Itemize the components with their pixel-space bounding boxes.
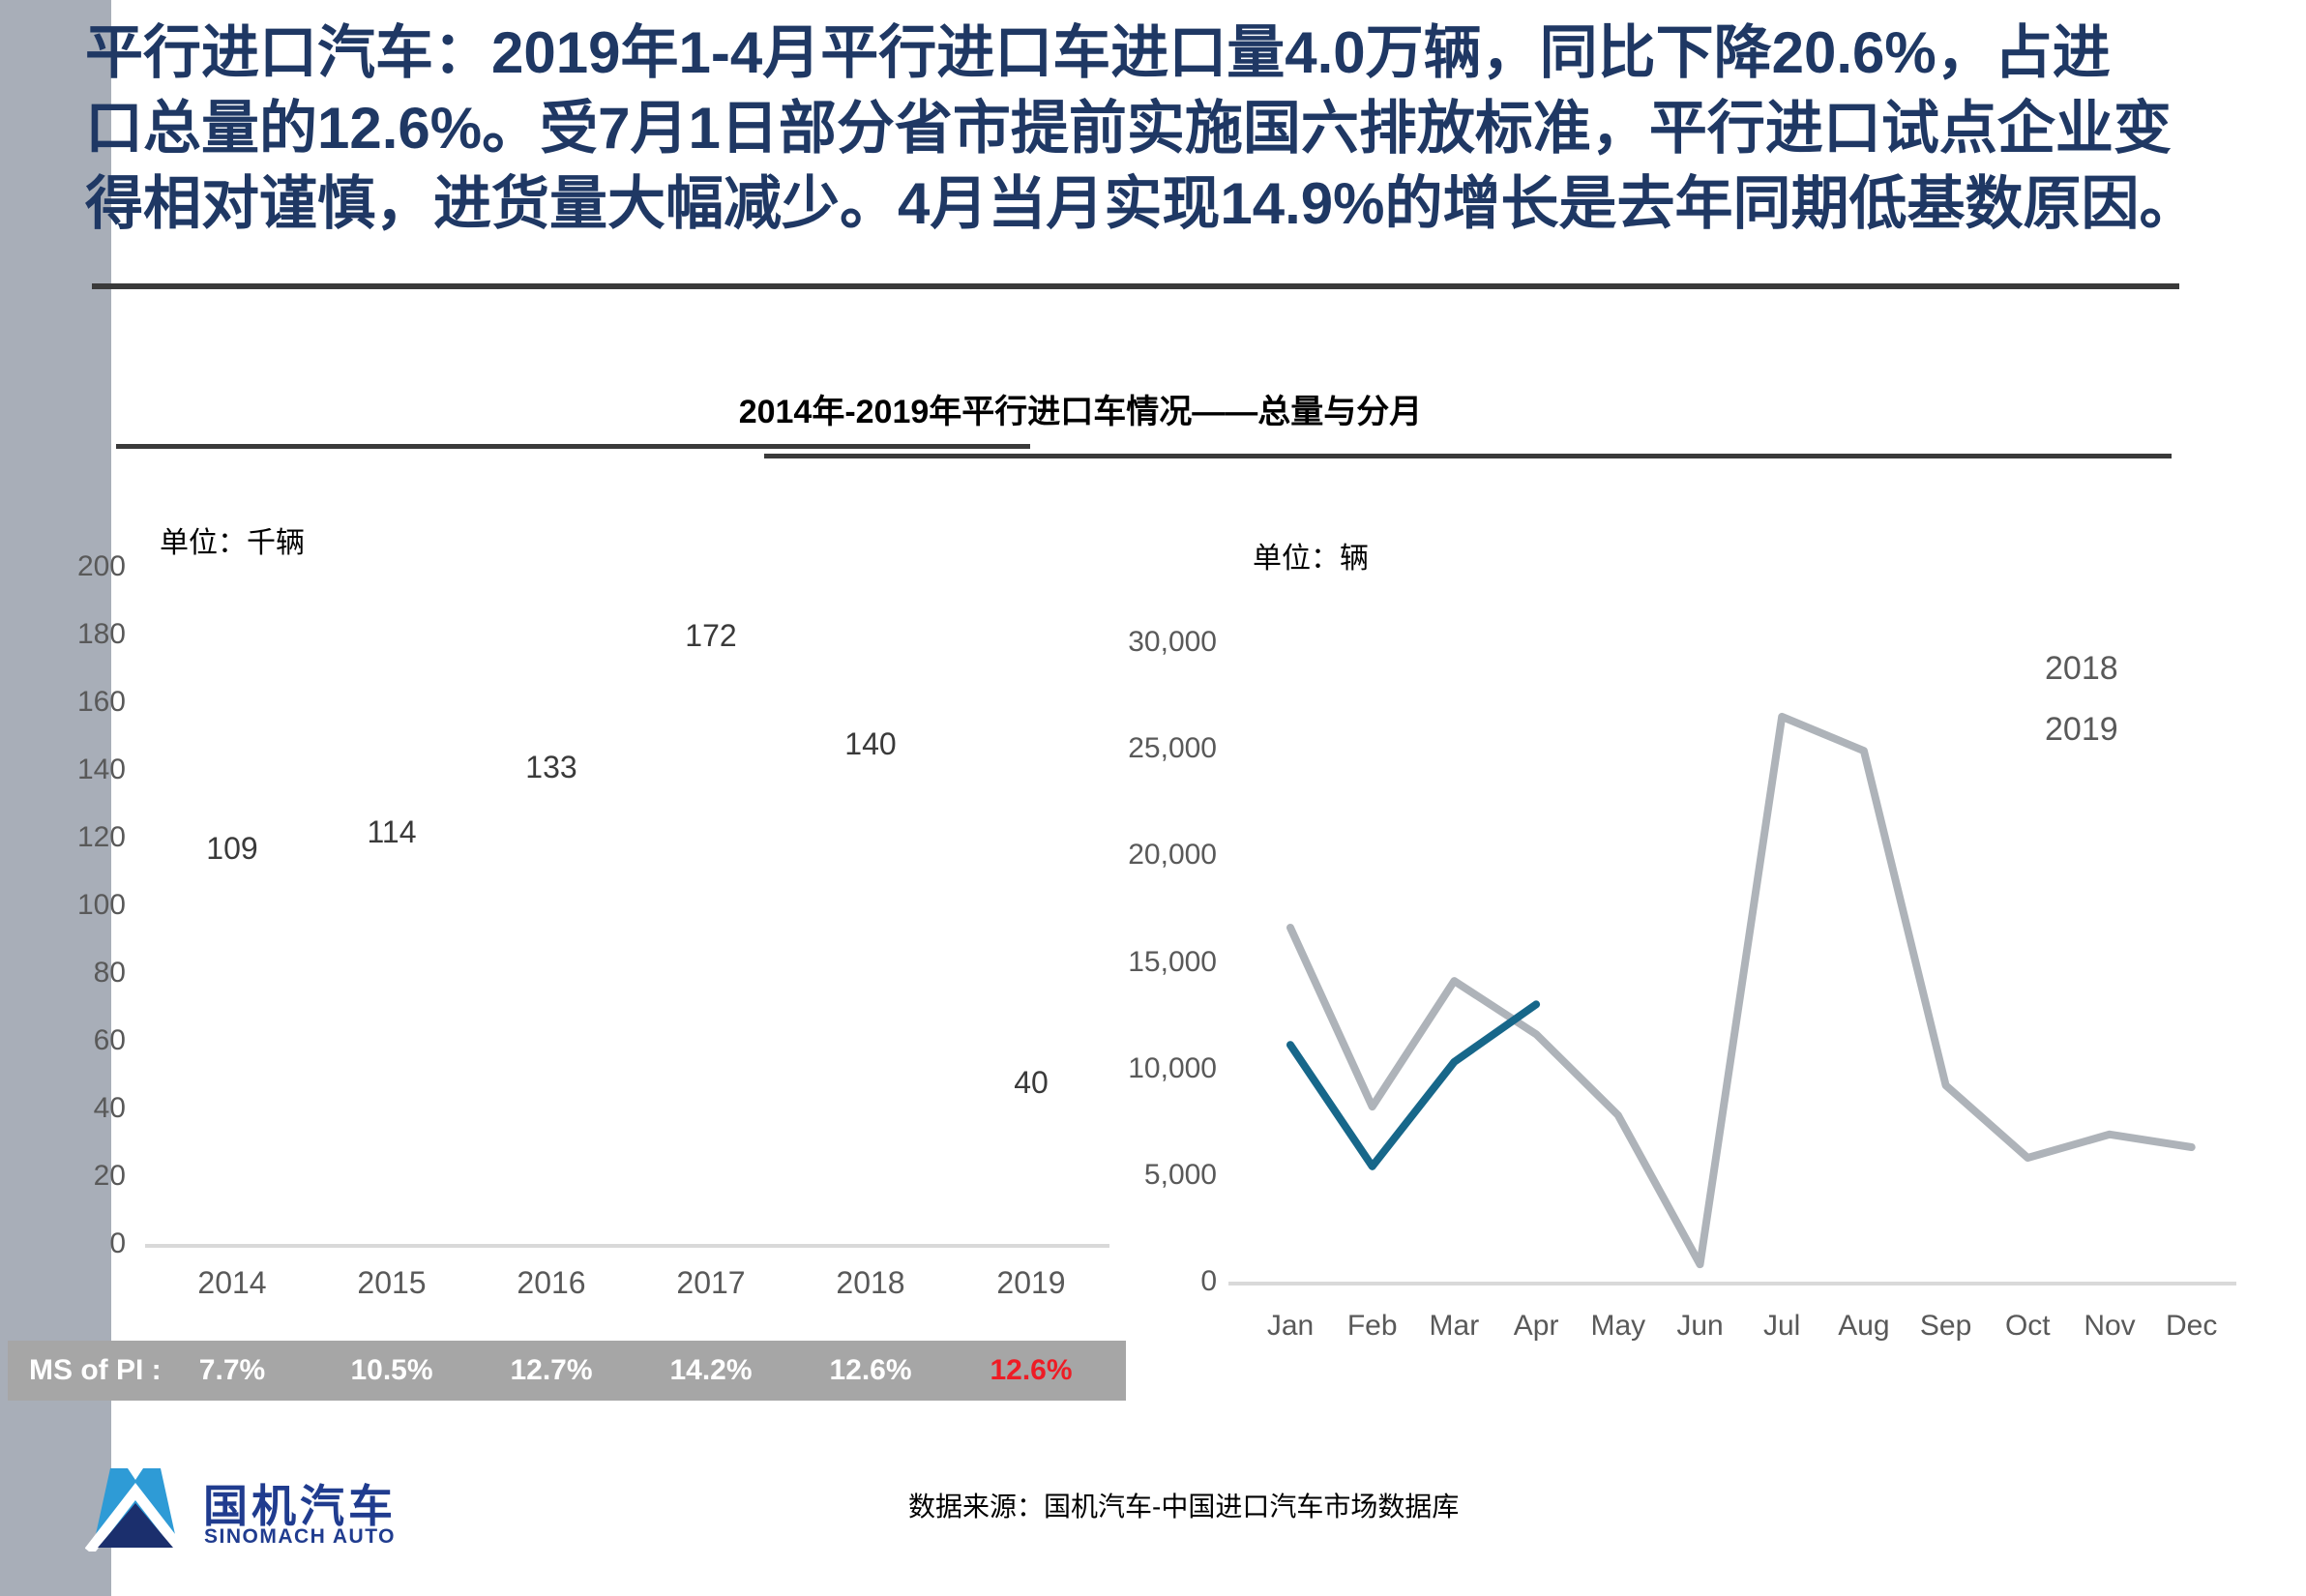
bar-x-axis-line — [145, 1244, 1109, 1248]
bar-y-tick: 180 — [76, 618, 126, 650]
line-chart-unit-label: 单位：辆 — [1253, 543, 1369, 575]
line-chart — [1228, 712, 2236, 1286]
line-y-tick: 20,000 — [1128, 839, 1217, 872]
ms-of-pi-value: 12.6% — [829, 1354, 912, 1386]
bar-value-label: 109 — [206, 831, 258, 866]
bar-2014 — [0, 0, 111, 369]
sinomach-logo-icon — [85, 1468, 186, 1552]
bar-y-tick: 100 — [76, 889, 126, 921]
bar-value-label: 172 — [685, 618, 737, 653]
bar-value-label: 40 — [1014, 1065, 1049, 1100]
headline-line-1: 平行进口汽车：2019年1-4月平行进口车进口量4.0万辆，同比下降20.6%，… — [85, 20, 2111, 85]
headline-line-3: 得相对谨慎，进货量大幅减少。4月当月实现14.9%的增长是去年同期低基数原因。 — [85, 171, 2198, 236]
bar-y-tick: 140 — [76, 754, 126, 785]
month-label: Nov — [2084, 1310, 2136, 1342]
ms-of-pi-value: 12.7% — [510, 1354, 593, 1386]
bar-category-label: 2014 — [197, 1265, 267, 1300]
line-y-tick: 0 — [1200, 1265, 1217, 1297]
month-label: Oct — [2004, 1310, 2051, 1342]
ms-of-pi-value: 14.2% — [669, 1354, 753, 1386]
headline-line-2: 口总量的12.6%。受7月1日部分省市提前实施国六排放标准，平行进口试点企业变 — [85, 96, 2172, 161]
bar-y-tick: 200 — [76, 550, 126, 582]
bar-y-tick: 0 — [109, 1227, 126, 1259]
bar-value-label: 114 — [367, 814, 417, 849]
header-divider — [92, 283, 2179, 289]
month-label: Feb — [1346, 1310, 1398, 1342]
line-y-tick: 30,000 — [1128, 626, 1217, 658]
bar-y-tick: 120 — [76, 821, 126, 853]
ms-of-pi-value: 10.5% — [350, 1354, 433, 1386]
bar-y-tick: 60 — [93, 1024, 126, 1056]
bar-2017 — [0, 1206, 111, 1596]
legend-label-2018: 2018 — [2045, 650, 2118, 687]
month-label: Jun — [1676, 1310, 1724, 1342]
bar-category-label: 2018 — [836, 1265, 905, 1300]
bar-category-label: 2016 — [517, 1265, 586, 1300]
ms-of-pi-value: 12.6% — [990, 1354, 1073, 1386]
month-label: Dec — [2166, 1310, 2218, 1342]
bar-y-tick: 20 — [93, 1160, 126, 1192]
chart-title: 2014年-2019年平行进口车情况——总量与分月 — [738, 394, 1423, 430]
bar-value-label: 133 — [525, 750, 577, 784]
line-y-tick: 15,000 — [1128, 945, 1217, 978]
section-divider-right — [764, 454, 2172, 458]
series-line-2019 — [1286, 1000, 1541, 1170]
ms-of-pi-label: MS of PI : — [29, 1354, 162, 1386]
bar-y-tick: 80 — [93, 957, 126, 989]
ms-of-pi-band: MS of PI : 7.7% 10.5% 12.7% 14.2% 12.6% 12.6% — [8, 1341, 1126, 1401]
bar-2016 — [0, 755, 111, 1206]
logo-name: 国机汽车 — [203, 1481, 397, 1531]
month-label: Mar — [1429, 1310, 1480, 1342]
month-label: Jan — [1266, 1310, 1315, 1342]
bar-chart-unit-label: 单位：千辆 — [160, 527, 305, 559]
data-source: 数据来源：国机汽车-中国进口汽车市场数据库 — [908, 1492, 1460, 1522]
ms-of-pi-value: 7.7% — [198, 1354, 266, 1386]
bar-y-tick: 160 — [76, 686, 126, 718]
bar-category-label: 2015 — [357, 1265, 427, 1300]
month-label: May — [1590, 1310, 1646, 1342]
bar-value-label: 140 — [844, 726, 897, 761]
legend-label-2019: 2019 — [2045, 711, 2118, 748]
headline: 平行进口汽车：2019年1-4月平行进口车进口量4.0万辆，同比下降20.6%，… — [85, 15, 2252, 242]
bar-category-label: 2017 — [676, 1265, 746, 1300]
bar-2015 — [0, 369, 111, 755]
month-label: Aug — [1838, 1310, 1890, 1342]
line-y-tick: 10,000 — [1128, 1051, 1217, 1084]
logo-navy-mountain — [98, 1503, 173, 1548]
section-divider-left — [116, 444, 1030, 449]
logo-white-chevron — [85, 1483, 186, 1552]
month-label: Sep — [1919, 1310, 1972, 1342]
line-y-tick: 5,000 — [1143, 1158, 1217, 1191]
month-label: Jul — [1763, 1310, 1801, 1342]
month-label: Apr — [1513, 1310, 1559, 1342]
series-line-2018 — [1286, 712, 2196, 1269]
bar-category-label: 2019 — [996, 1265, 1066, 1300]
line-y-tick: 25,000 — [1128, 732, 1217, 765]
logo-subname: SINOMACH AUTO — [204, 1525, 396, 1548]
bar-y-tick: 40 — [93, 1092, 126, 1124]
